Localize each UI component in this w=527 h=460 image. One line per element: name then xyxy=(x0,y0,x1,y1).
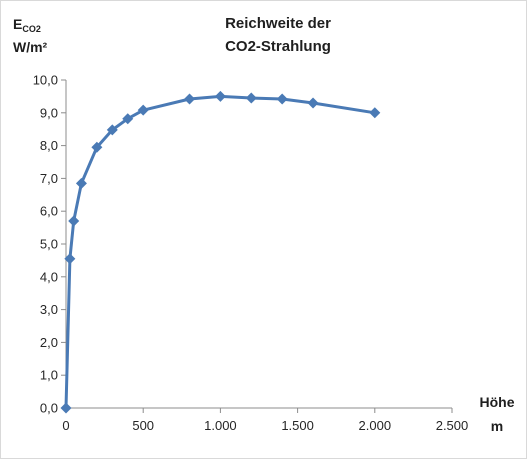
y-tick-label: 7,0 xyxy=(40,171,58,186)
data-point-marker xyxy=(276,93,288,105)
chart-title-line-1: Reichweite der xyxy=(225,15,331,32)
y-tick-label: 2,0 xyxy=(40,335,58,350)
x-tick-label: 500 xyxy=(132,418,154,433)
y-tick-label: 6,0 xyxy=(40,204,58,219)
x-axis-label-line-2: m xyxy=(491,418,503,434)
y-tick-label: 1,0 xyxy=(40,368,58,383)
data-point-marker xyxy=(245,92,257,104)
series-layer xyxy=(60,90,381,414)
y-tick-label: 8,0 xyxy=(40,138,58,153)
y-axis-unit: W/m² xyxy=(13,39,48,55)
data-point-marker xyxy=(369,107,381,119)
x-axis-label-line-1: Höhe xyxy=(480,394,515,410)
y-tick-label: 0,0 xyxy=(40,401,58,416)
x-tick-label: 0 xyxy=(62,418,69,433)
x-axis-ticks: 0 500 1.000 1.500 2.000 2.500 xyxy=(62,408,468,433)
y-axis-label-main: E xyxy=(13,16,22,32)
data-point-marker xyxy=(91,141,103,153)
data-point-marker xyxy=(137,104,149,116)
data-point-marker xyxy=(214,90,226,102)
data-point-marker xyxy=(64,253,76,265)
chart-title-line-2: CO2-Strahlung xyxy=(225,38,331,55)
y-axis-ticks: 0,0 1,0 2,0 3,0 4,0 5,0 6,0 7,0 8,0 9,0 10,0 xyxy=(33,73,66,416)
data-point-marker xyxy=(307,97,319,109)
series-line xyxy=(64,94,376,409)
data-point-marker xyxy=(106,124,118,136)
y-tick-label: 5,0 xyxy=(40,237,58,252)
x-tick-label: 2.500 xyxy=(436,418,469,433)
y-tick-label: 9,0 xyxy=(40,105,58,120)
y-tick-label: 3,0 xyxy=(40,302,58,317)
x-tick-label: 2.000 xyxy=(359,418,392,433)
data-point-marker xyxy=(122,113,134,125)
y-tick-label: 10,0 xyxy=(33,73,58,88)
data-point-marker xyxy=(60,402,72,414)
data-point-marker xyxy=(68,215,80,227)
data-point-marker xyxy=(75,177,87,189)
y-tick-label: 4,0 xyxy=(40,269,58,284)
x-tick-label: 1.000 xyxy=(204,418,237,433)
y-axis-label-subscript: CO2 xyxy=(22,24,41,34)
data-point-marker xyxy=(184,93,196,105)
y-axis-label: ECO2 xyxy=(13,16,41,34)
x-tick-label: 1.500 xyxy=(281,418,314,433)
